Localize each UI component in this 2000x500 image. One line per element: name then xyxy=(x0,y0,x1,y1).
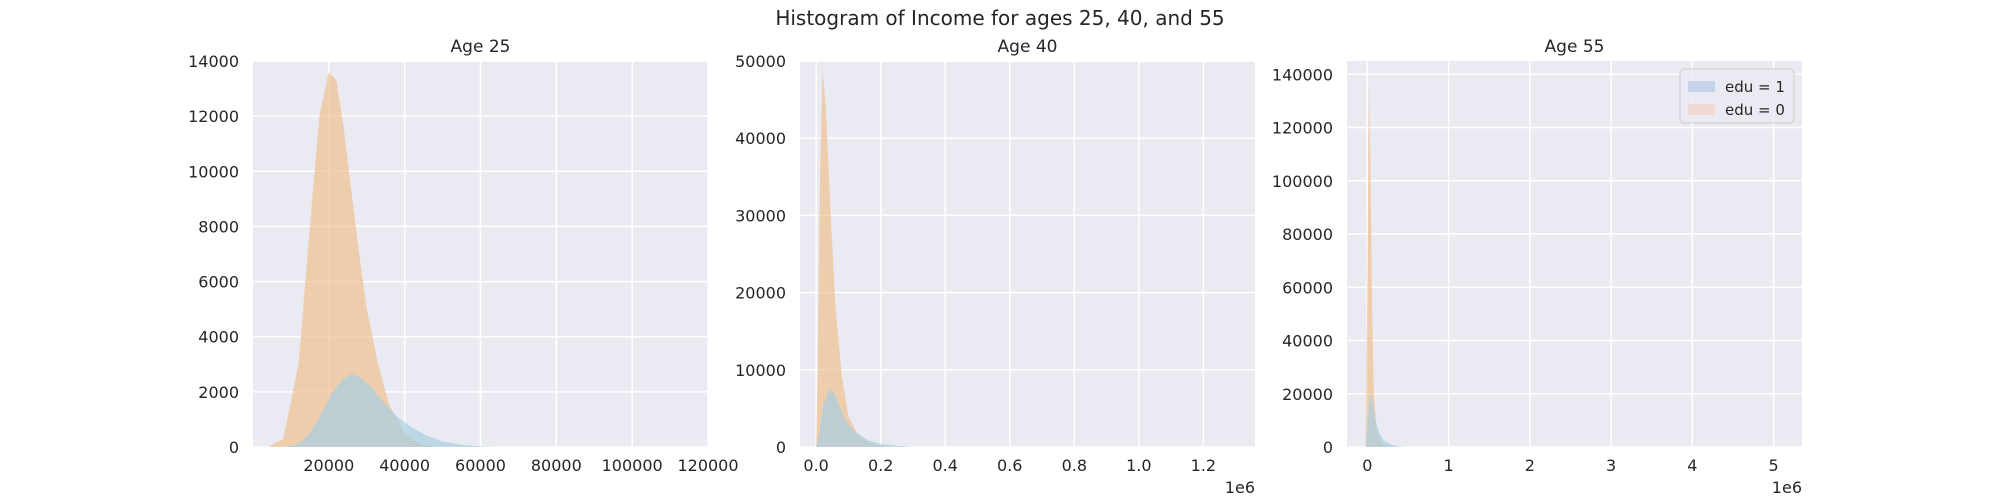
y-tick-label: 0 xyxy=(1323,438,1333,457)
x-tick-label: 100000 xyxy=(602,456,663,475)
x-tick-label: 0 xyxy=(1362,456,1372,475)
x-tick-label: 0.8 xyxy=(1062,456,1087,475)
series-edu-1 xyxy=(283,373,496,447)
y-tick-label: 40000 xyxy=(735,129,786,148)
y-tick-label: 4000 xyxy=(198,328,239,347)
y-tick-label: 100000 xyxy=(1272,172,1333,191)
series-edu-0 xyxy=(1365,79,1388,447)
y-tick-label: 0 xyxy=(229,438,239,457)
x-tick-label: 3 xyxy=(1606,456,1616,475)
x-tick-label: 1.0 xyxy=(1126,456,1151,475)
y-tick-label: 50000 xyxy=(735,52,786,71)
legend: edu = 1 edu = 0 xyxy=(1679,68,1795,124)
subplot-title: Age 25 xyxy=(451,37,511,57)
y-tick-label: 40000 xyxy=(1282,332,1333,351)
series-edu-0 xyxy=(816,68,888,447)
x-tick-label: 20000 xyxy=(303,456,354,475)
y-tick-label: 20000 xyxy=(735,284,786,303)
x-tick-label: 4 xyxy=(1687,456,1697,475)
x-offset-text: 1e6 xyxy=(1225,478,1255,497)
series-edu-0 xyxy=(268,72,435,447)
plot-area xyxy=(800,61,1255,447)
figure-title: Histogram of Income for ages 25, 40, and… xyxy=(775,6,1225,30)
x-tick-label: 5 xyxy=(1768,456,1778,475)
legend-swatch xyxy=(1688,81,1715,92)
plot-area xyxy=(1347,61,1802,447)
x-tick-label: 2 xyxy=(1525,456,1535,475)
x-tick-label: 0.2 xyxy=(868,456,893,475)
panel-2: 0.0 0.2 0.4 0.6 0.8 1.0 1.2 0 10000 20000 30000 400… xyxy=(735,37,1255,497)
series-edu-1 xyxy=(1365,393,1408,447)
legend-label: edu = 1 xyxy=(1725,78,1785,96)
y-tick-label: 14000 xyxy=(188,52,239,71)
y-tick-label: 30000 xyxy=(735,206,786,225)
x-tick-label: 1 xyxy=(1443,456,1453,475)
series-edu-1 xyxy=(816,389,913,447)
y-tick-label: 12000 xyxy=(188,107,239,126)
y-tick-label: 0 xyxy=(776,438,786,457)
panel-1: 20000 40000 60000 80000 100000 120000 0 2000 400… xyxy=(188,37,738,475)
y-tick-label: 20000 xyxy=(1282,385,1333,404)
x-tick-label: 0.0 xyxy=(803,456,828,475)
x-tick-label: 60000 xyxy=(455,456,506,475)
x-tick-label: 80000 xyxy=(531,456,582,475)
x-offset-text: 1e6 xyxy=(1772,478,1802,497)
y-tick-label: 6000 xyxy=(198,273,239,292)
x-tick-label: 1.2 xyxy=(1191,456,1216,475)
subplot-title: Age 40 xyxy=(998,37,1058,57)
y-tick-label: 10000 xyxy=(188,162,239,181)
legend-label: edu = 0 xyxy=(1725,101,1785,119)
y-tick-label: 140000 xyxy=(1272,65,1333,84)
y-tick-label: 10000 xyxy=(735,361,786,380)
subplot-title: Age 55 xyxy=(1545,37,1605,57)
y-tick-label: 8000 xyxy=(198,217,239,236)
y-tick-label: 80000 xyxy=(1282,225,1333,244)
y-tick-label: 120000 xyxy=(1272,119,1333,138)
panel-3: 0 1 2 3 4 5 0 20000 40000 60000 80000 100000 120000 1… xyxy=(1272,37,1802,497)
y-tick-label: 2000 xyxy=(198,383,239,402)
x-tick-label: 40000 xyxy=(379,456,430,475)
y-tick-label: 60000 xyxy=(1282,278,1333,297)
x-tick-label: 0.6 xyxy=(997,456,1022,475)
x-tick-label: 120000 xyxy=(677,456,738,475)
legend-swatch xyxy=(1688,104,1715,115)
x-tick-label: 0.4 xyxy=(932,456,957,475)
